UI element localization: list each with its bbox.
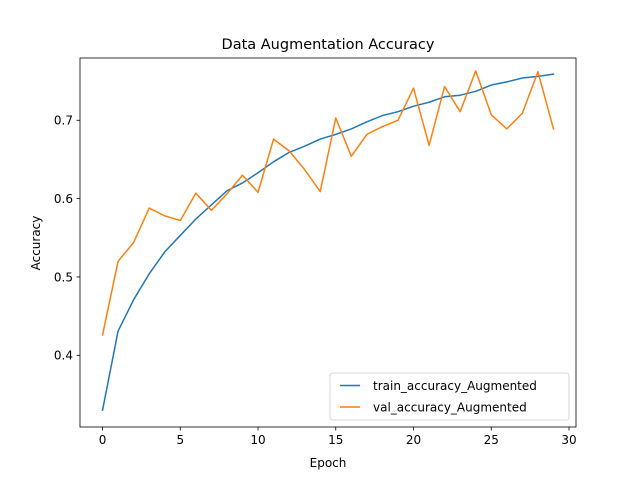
series-line-2 <box>101 70 555 336</box>
axes-frame <box>79 57 577 428</box>
y-tick-label: 0.5 <box>54 270 73 284</box>
chart-title: Data Augmentation Accuracy <box>222 37 435 53</box>
x-tick-label: 10 <box>250 433 265 447</box>
series-line-1 <box>101 73 555 412</box>
y-tick-label: 0.7 <box>54 114 73 128</box>
x-tick-label: 0 <box>99 433 107 447</box>
x-tick-label: 25 <box>484 433 499 447</box>
x-tick-label: 15 <box>328 433 343 447</box>
legend-box <box>329 372 570 421</box>
legend-label-2: val_accuracy_Augmented <box>373 400 527 414</box>
x-tick-label: 20 <box>406 433 421 447</box>
y-tick-label: 0.6 <box>54 192 73 206</box>
x-axis-label: Epoch <box>310 456 347 470</box>
x-tick-label: 5 <box>176 433 184 447</box>
y-axis-label: Accuracy <box>29 216 43 271</box>
legend-label-1: train_accuracy_Augmented <box>373 379 537 393</box>
x-tick-label: 30 <box>561 433 576 447</box>
y-tick-label: 0.4 <box>54 349 73 363</box>
